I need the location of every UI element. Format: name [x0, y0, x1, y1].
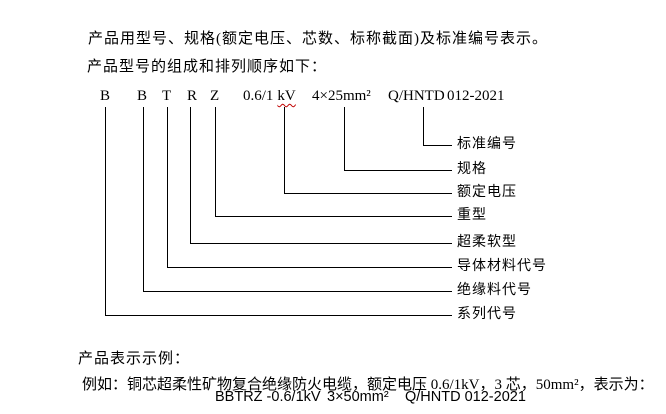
callout-label-insulation-code: 绝缘料代号 — [457, 283, 532, 298]
code-standard-number: 012-2021 — [447, 88, 505, 104]
intro-line-2: 产品型号的组成和排列顺序如下： — [87, 59, 328, 75]
code-voltage-value: 0.6/1 — [243, 88, 274, 104]
connector-soft-type — [190, 107, 452, 244]
connector-rated-voltage — [284, 107, 452, 194]
example-display-model: BBTRZ -0.6/1kV — [215, 389, 321, 405]
example-heading: 产品表示示例： — [78, 351, 191, 367]
example-description: 例如：铜芯超柔性矿物复合绝缘防火电缆，额定电压 0.6/1kV，3 芯，50mm… — [82, 377, 654, 393]
example-display-standard: Q/HNTD 012-2021 — [405, 389, 526, 405]
code-insulation-letter: B — [137, 88, 148, 104]
code-standard-org: Q/HNTD — [388, 88, 445, 104]
connector-conductor-code — [167, 107, 452, 268]
callout-label-standard-number: 标准编号 — [457, 137, 517, 152]
callout-label-spec: 规格 — [457, 162, 487, 177]
connector-spec — [344, 107, 452, 171]
code-voltage-unit-spellcheck: kV — [277, 88, 296, 104]
callout-label-soft-type: 超柔软型 — [457, 235, 517, 250]
callout-label-conductor-code: 导体材料代号 — [457, 259, 547, 274]
connector-standard-number — [423, 107, 452, 146]
example-display-spec: 3×50mm² — [327, 389, 389, 405]
callout-label-series-code: 系列代号 — [457, 307, 517, 322]
callout-label-heavy-type: 重型 — [457, 208, 487, 223]
code-conductor-letter: T — [162, 88, 172, 104]
callout-label-rated-voltage: 额定电压 — [457, 185, 517, 200]
connector-heavy-type — [215, 107, 452, 217]
code-soft-type-letter: R — [187, 88, 198, 104]
code-series-letter: B — [100, 88, 111, 104]
connector-series-code — [105, 107, 452, 316]
code-spec: 4×25mm² — [312, 88, 371, 104]
code-heavy-type-letter: Z — [210, 88, 220, 104]
intro-line-1: 产品用型号、规格(额定电压、芯数、标称截面)及标准编号表示。 — [88, 31, 548, 47]
connector-insulation-code — [143, 107, 452, 292]
code-rated-voltage: 0.6/1 kV — [243, 88, 296, 105]
